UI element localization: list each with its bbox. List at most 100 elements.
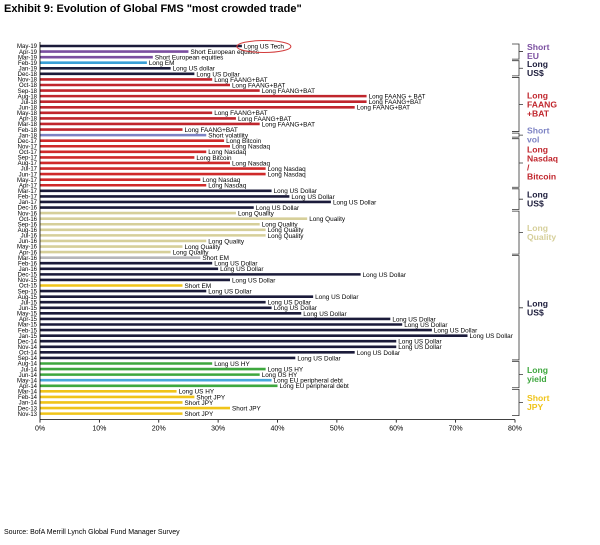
month-label: Jun-14: [19, 373, 38, 379]
month-label: Apr-18: [19, 117, 38, 123]
bracket-label: Short vol: [527, 126, 550, 145]
bar-label: Long FAANG+BAT: [262, 121, 315, 128]
bracket-shape: [512, 361, 523, 389]
x-tick-label: 30%: [211, 426, 225, 433]
month-label: Nov-17: [18, 144, 38, 150]
trade-bracket: Long Quality: [512, 210, 556, 255]
month-label: Jan-18: [19, 133, 38, 139]
bar-label: Long US Tech: [244, 43, 284, 50]
month-label: Jan-14: [19, 401, 38, 407]
bar-label: Long US Dollar: [297, 355, 341, 362]
x-tick-label: 0%: [35, 426, 45, 433]
month-label: Sep-17: [18, 156, 38, 162]
bar-label: Short EM: [185, 283, 212, 290]
bar-label: Short volatility: [208, 133, 249, 140]
month-label: Mar-17: [18, 189, 38, 195]
bar-label: Long US Dollar: [291, 194, 335, 201]
bar-label: Long FAANG+BAT: [214, 110, 267, 117]
month-label: May-17: [17, 178, 38, 184]
x-tick-label: 80%: [508, 426, 522, 433]
bracket-shape: [512, 60, 523, 77]
bar-label: Long Quality: [185, 244, 222, 251]
bar-label: Long Quality: [268, 227, 305, 234]
month-label: Sep-18: [18, 89, 38, 95]
bar-label: Long FAANG+BAT: [238, 116, 291, 123]
bar-label: Long US Dollar: [303, 311, 347, 318]
month-label: Nov-16: [18, 211, 38, 217]
bar-label: Long US Dollar: [208, 288, 252, 295]
month-label: Apr-14: [19, 384, 38, 390]
bar-label: Long US HY: [262, 372, 298, 379]
bracket-label: Long US$: [527, 298, 548, 317]
month-label: May-18: [17, 111, 38, 117]
bar-label: Long US Dollar: [398, 344, 442, 351]
month-label: Jun-16: [19, 239, 38, 245]
bar-label: Long Nasdaq: [232, 160, 270, 167]
trade-bracket: Long Nasdaq / Bitcoin: [512, 138, 558, 188]
bar-label: Long US Dollar: [363, 272, 407, 279]
month-label: Oct-18: [19, 83, 38, 89]
bar-label: Long Quality: [262, 222, 299, 229]
x-axis: 0% 10% 20% 30% 40% 50% 60% 70% 80%: [35, 42, 522, 433]
month-label: Oct-14: [19, 351, 38, 357]
x-tick-label: 50%: [330, 426, 344, 433]
bar-label: Long Nasdaq: [268, 172, 306, 179]
bar-label: Long FAANG+BAT: [262, 88, 315, 95]
month-label: Sep-14: [18, 356, 38, 362]
bar-label: Long US Dollar: [256, 205, 300, 212]
bar-label: Short European equities: [190, 49, 259, 56]
callout-circle: [236, 40, 292, 53]
month-label: Jul-17: [21, 167, 38, 173]
month-label: Dec-17: [18, 139, 38, 145]
month-label: Jan-15: [19, 334, 38, 340]
month-label: May-19: [17, 44, 38, 50]
month-label: Jul-18: [21, 100, 38, 106]
bar-label: Long Nasdaq: [268, 166, 306, 173]
bar-label: Long US dollar: [173, 66, 216, 73]
bar-label: Long US Dollar: [220, 266, 264, 273]
bar-label: Short European equities: [155, 55, 224, 62]
bracket-label: Long Quality: [527, 223, 556, 242]
month-label: Jul-16: [21, 234, 38, 240]
bar-label: Short JPY: [232, 405, 262, 412]
x-tick-label: 40%: [270, 426, 284, 433]
bracket-shape: [512, 77, 523, 132]
bar-label: Short JPY: [185, 400, 215, 407]
bar-label: Long EU peripheral debt: [280, 383, 350, 390]
month-label: Mar-15: [18, 323, 38, 329]
month-label: Nov-14: [18, 345, 38, 351]
trade-bracket: Long US$: [512, 188, 548, 210]
month-label: Nov-13: [18, 412, 38, 418]
bar-label: Long FAANG+BAT: [214, 77, 267, 84]
bar-label: Long FAANG+BAT: [357, 105, 410, 112]
month-label: Apr-19: [19, 50, 38, 56]
month-label: May-16: [17, 245, 38, 251]
bracket-label: Long FAANG +BAT: [527, 90, 557, 118]
bar-label: Long FAANG+BAT: [369, 99, 422, 106]
trade-bracket: Short JPY: [512, 388, 550, 417]
trade-bracket: Long US$: [512, 59, 548, 78]
bar-label: Long US Dollar: [404, 322, 448, 329]
bar-label: Short EM: [202, 255, 229, 262]
month-label: Feb-14: [18, 395, 38, 401]
bar-label: Long US HY: [179, 389, 215, 396]
month-label: Mar-14: [18, 390, 38, 396]
bar-label: Long US Dollar: [434, 327, 478, 334]
bar-label: Long US Dollar: [214, 261, 258, 268]
month-label: Apr-17: [19, 183, 38, 189]
month-label: Apr-15: [19, 317, 38, 323]
month-label: Mar-19: [18, 55, 38, 61]
bar-label: Long FAANG + BAT: [369, 94, 426, 101]
month-label: Dec-14: [18, 339, 38, 345]
month-label: Dec-15: [18, 273, 38, 279]
bracket-shape: [512, 255, 523, 361]
bar-label: Long US Dollar: [398, 339, 442, 346]
x-tick-label: 20%: [152, 426, 166, 433]
bar-label: Short JPY: [185, 411, 215, 418]
month-label: Dec-18: [18, 72, 38, 78]
callout-layer: [236, 40, 292, 53]
month-label: Jul-15: [21, 300, 38, 306]
bracket-label: Long US$: [527, 59, 548, 78]
bar-label: Long Bitcoin: [226, 138, 262, 145]
